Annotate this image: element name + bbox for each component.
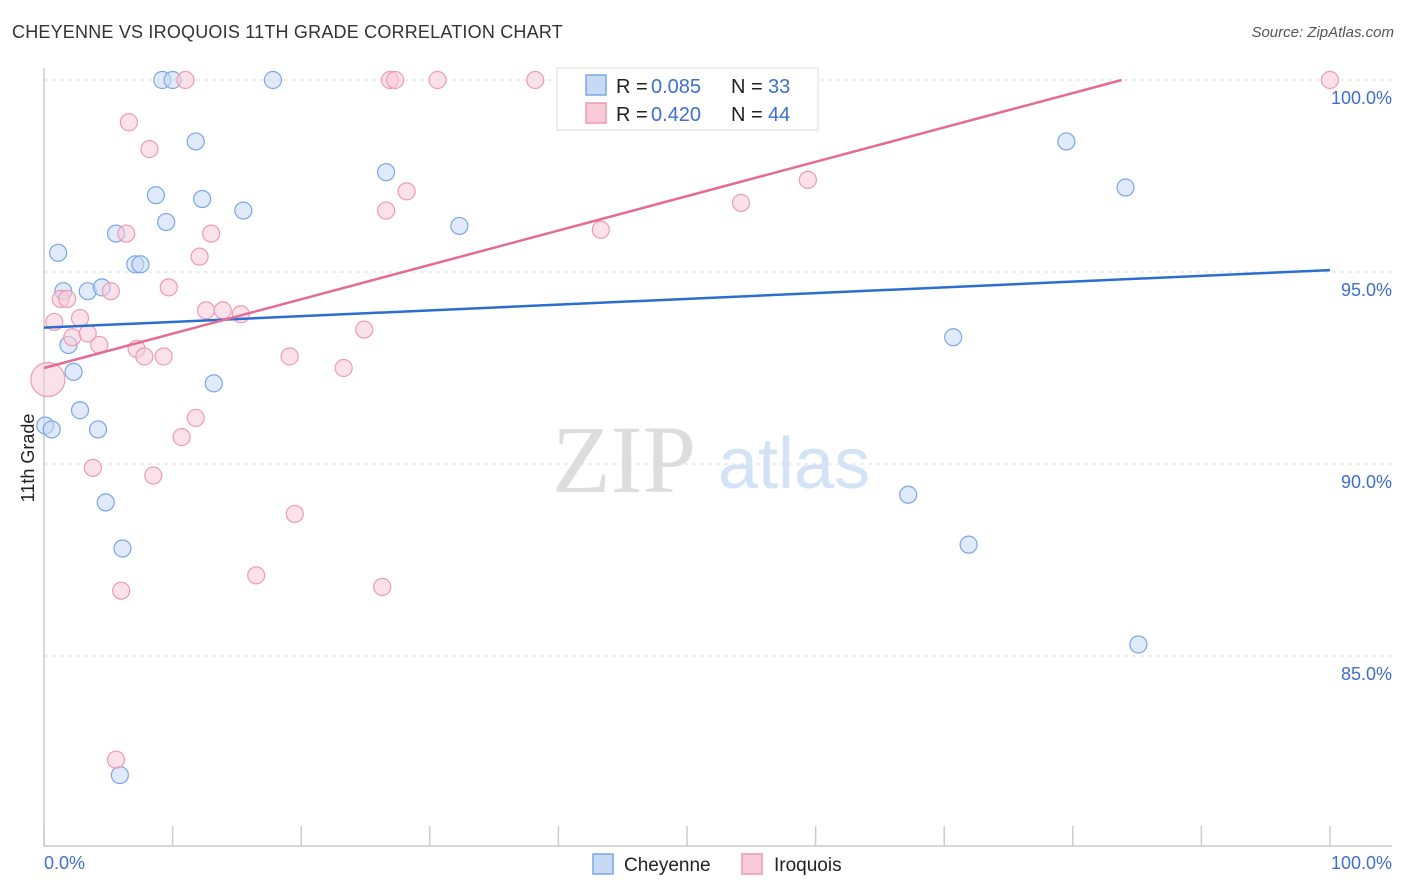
point-cheyenne-31 [1057,132,1076,151]
point-cheyenne-32 [1116,178,1135,197]
point-iroquois-10 [106,750,126,769]
point-cheyenne-30 [944,328,963,347]
point-cheyenne-24 [263,70,283,90]
point-iroquois-32 [355,320,374,339]
point-iroquois-37 [397,182,416,201]
point-cheyenne-21 [193,189,212,209]
y-tick-label-2: 90.0% [1341,472,1392,492]
trend-line-iroquois [43,78,1122,370]
point-iroquois-40 [591,220,610,239]
point-cheyenne-25 [376,163,396,182]
point-iroquois-36 [385,70,405,90]
point-cheyenne-6 [70,401,90,420]
point-iroquois-31 [334,358,353,378]
point-iroquois-11 [112,581,131,600]
point-cheyenne-18 [157,212,176,232]
point-iroquois-16 [140,140,159,159]
y-tick-label-3: 85.0% [1341,664,1392,684]
point-cheyenne-26 [450,216,469,236]
point-iroquois-33 [373,577,392,596]
y-tick-labels: 100.0% 95.0% 90.0% 85.0% [1331,88,1392,684]
point-iroquois-15 [135,347,154,366]
point-iroquois-23 [190,247,209,266]
bottom-legend-swatch-iroquois [741,853,763,875]
point-iroquois-22 [186,408,205,428]
point-iroquois-26 [213,301,232,320]
legend-n-label-iroquois: N = [731,104,763,126]
legend-r-label-iroquois: R = [616,104,648,126]
x-tick-label-max: 100.0% [1331,853,1392,873]
bottom-legend-label-cheyenne: Cheyenne [624,855,711,876]
trend-line-cheyenne [43,268,1331,329]
point-iroquois-20 [176,70,195,90]
point-iroquois-17 [144,466,163,485]
point-iroquois-38 [428,70,447,90]
point-iroquois-19 [159,278,178,297]
point-iroquois-4 [63,328,82,347]
point-iroquois-29 [280,347,299,366]
legend-n-value-cheyenne: 33 [768,76,790,98]
point-iroquois-3 [58,289,77,308]
point-iroquois-43 [1320,70,1340,90]
bottom-legend-swatch-cheyenne [592,853,614,875]
x-tick-label-min: 0.0% [44,853,85,873]
point-iroquois-18 [154,347,173,366]
bottom-legend-label-iroquois: Iroquois [774,855,842,876]
point-cheyenne-23 [234,201,253,220]
point-cheyenne-20 [186,132,205,151]
point-cheyenne-15 [131,255,150,274]
point-cheyenne-12 [110,765,129,785]
point-iroquois-34 [376,201,396,220]
point-iroquois-12 [117,224,136,243]
point-iroquois-39 [526,70,545,90]
legend-swatch-cheyenne [585,74,607,96]
point-iroquois-21 [172,428,191,447]
scatter-points [30,70,1340,785]
point-cheyenne-28 [899,485,918,504]
point-cheyenne-13 [113,539,132,558]
chart-title: CHEYENNE VS IROQUOIS 11TH GRADE CORRELAT… [12,22,563,42]
point-cheyenne-1 [42,420,61,439]
legend-swatch-iroquois [585,102,607,124]
trend-lines [43,78,1331,370]
point-iroquois-24 [196,301,216,320]
y-tick-label-0: 100.0% [1331,88,1392,108]
watermark-zip: ZIP [552,406,696,513]
point-iroquois-41 [731,193,751,212]
point-cheyenne-22 [204,374,223,393]
point-iroquois-9 [101,282,120,301]
point-cheyenne-29 [959,535,978,554]
y-tick-label-1: 95.0% [1341,280,1392,300]
point-iroquois-30 [285,504,304,524]
stats-legend: R = 0.085 N = 33 R = 0.420 N = 44 [556,67,819,131]
point-iroquois-13 [119,113,138,132]
legend-n-value-iroquois: 44 [768,104,790,126]
point-cheyenne-10 [96,493,115,512]
point-iroquois-28 [247,566,266,585]
point-iroquois-42 [798,170,817,189]
x-axis-ticks [43,826,1331,846]
series-legend: Cheyenne Iroquois [592,853,842,876]
legend-n-label-cheyenne: N = [731,76,763,98]
chart-source: Source: ZipAtlas.com [1251,24,1394,41]
point-iroquois-7 [83,458,102,477]
point-cheyenne-8 [88,420,108,439]
point-cheyenne-27 [1129,635,1148,654]
legend-r-value-cheyenne: 0.085 [651,76,701,98]
point-iroquois-0 [30,361,66,398]
point-iroquois-5 [70,308,90,328]
point-cheyenne-5 [64,362,83,381]
watermark: ZIP atlas [552,406,870,513]
gridlines [44,79,1392,657]
point-iroquois-25 [202,224,221,243]
point-cheyenne-16 [146,186,165,205]
point-cheyenne-2 [49,243,68,262]
y-axis-title: 11th Grade [18,414,38,503]
legend-r-label-cheyenne: R = [616,76,648,98]
legend-r-value-iroquois: 0.420 [651,104,701,126]
